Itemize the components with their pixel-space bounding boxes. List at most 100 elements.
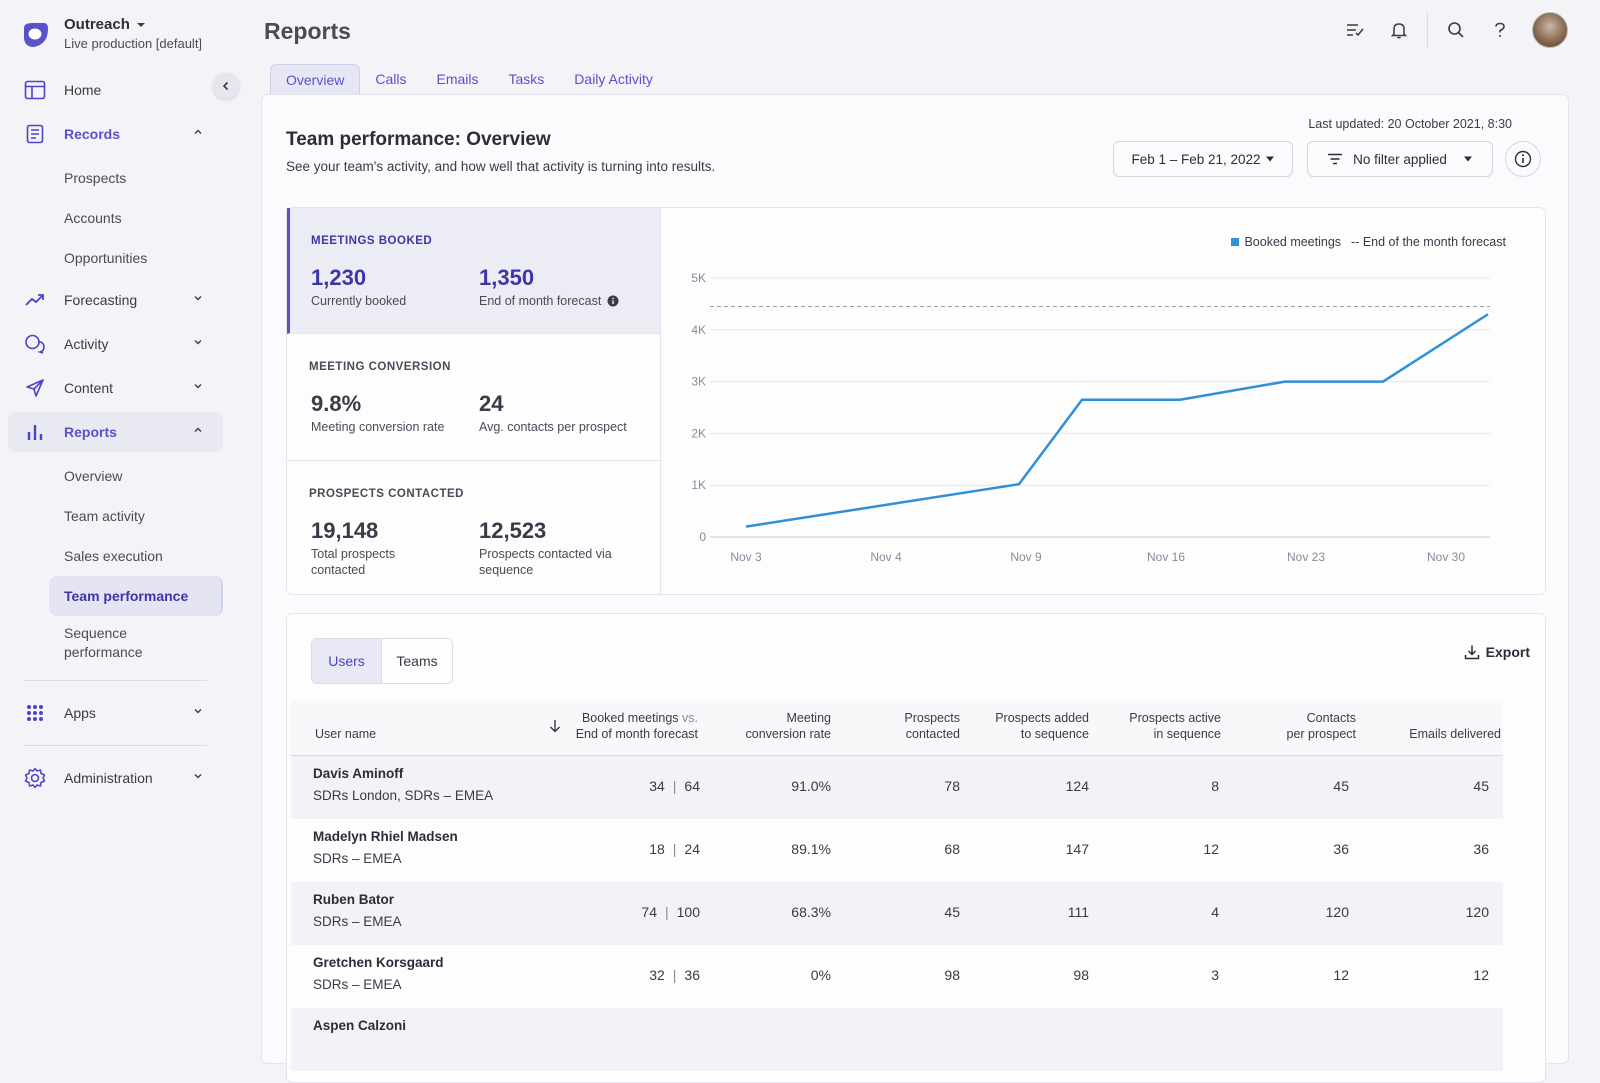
nav-activity[interactable]: Activity — [8, 324, 223, 364]
nav-sales-execution[interactable]: Sales execution — [64, 548, 163, 564]
line-chart: 0 1K 2K 3K 4K 5K Nov 3 Nov 4 Nov 9 Nov 16 Nov 23 No… — [691, 271, 1490, 564]
col-contacts-per-prospect[interactable]: Contacts per prospect — [1287, 710, 1356, 742]
nav-reports-overview[interactable]: Overview — [64, 468, 123, 484]
page-title: Reports — [264, 18, 351, 44]
y-tick-label: 1K — [691, 478, 706, 492]
user-team: SDRs – EMEA — [313, 914, 402, 929]
metric-meeting-conversion[interactable]: MEETING CONVERSION 9.8% Meeting conversi… — [287, 334, 661, 461]
metric-label: Prospects contacted via sequence — [479, 547, 612, 577]
col-user-name[interactable]: User name — [315, 727, 377, 741]
export-label: Export — [1485, 644, 1530, 660]
prospects-active-value: 12 — [1203, 841, 1219, 857]
users-table-card: Users Teams Export User name Booked meet… — [286, 613, 1546, 1083]
date-range-picker[interactable]: Feb 1 – Feb 21, 2022 — [1113, 141, 1293, 177]
col-meeting-conversion[interactable]: Meeting conversion rate — [746, 710, 831, 742]
x-tick-label: Nov 9 — [1010, 550, 1042, 564]
prospects-contacted-value: 68 — [944, 841, 960, 857]
filter-dropdown[interactable]: No filter applied — [1307, 141, 1493, 177]
user-name[interactable]: Madelyn Rhiel Madsen — [313, 829, 458, 844]
task-list-button[interactable] — [1333, 12, 1377, 48]
workspace-switcher[interactable]: Outreach Live production [default] — [20, 16, 202, 51]
booked-value: 18 — [649, 841, 665, 857]
caret-down-icon — [1265, 156, 1274, 162]
paper-plane-icon — [24, 377, 46, 399]
tab-tasks[interactable]: Tasks — [508, 71, 545, 87]
forecast-value: 36 — [684, 967, 700, 983]
tab-overview[interactable]: Overview — [270, 64, 361, 94]
user-name[interactable]: Gretchen Korsgaard — [313, 955, 444, 970]
col-prospects-active[interactable]: Prospects active in sequence — [1129, 710, 1221, 742]
col-prospects-contacted[interactable]: Prospects contacted — [904, 710, 960, 742]
table-row[interactable]: Aspen Calzoni — [291, 1008, 1503, 1071]
nav-opportunities[interactable]: Opportunities — [64, 250, 148, 266]
chevron-down-icon — [194, 340, 202, 345]
nav-team-activity[interactable]: Team activity — [64, 508, 145, 524]
segment-teams[interactable]: Teams — [382, 639, 452, 683]
legend-swatch — [1231, 238, 1240, 246]
prospects-active-value: 4 — [1211, 904, 1219, 920]
question-mark-icon — [1495, 22, 1505, 37]
chevron-up-icon — [194, 129, 202, 134]
chevron-down-icon — [194, 709, 202, 714]
sort-down-arrow-icon[interactable] — [549, 719, 561, 733]
layout-icon — [24, 79, 46, 101]
tab-emails[interactable]: Emails — [436, 71, 479, 87]
metric-prospects-contacted[interactable]: PROSPECTS CONTACTED 19,148 Total prospec… — [287, 461, 661, 596]
meeting-conversion-value: 68.3% — [791, 904, 831, 920]
caret-down-icon — [136, 22, 145, 27]
nav-home[interactable]: Home — [8, 70, 223, 110]
collapse-sidebar-button[interactable] — [213, 73, 239, 99]
table-row[interactable]: Ruben Bator SDRs – EMEA 74 | 100 68.3% 45 111 4 1… — [291, 882, 1503, 945]
toolbar-separator — [1427, 12, 1428, 48]
prospects-added-value: 147 — [1065, 841, 1089, 857]
forecast-value: 64 — [684, 778, 700, 794]
info-button[interactable] — [1505, 141, 1541, 177]
metric-value: 9.8% — [311, 391, 362, 416]
booked-value: 74 — [641, 904, 657, 920]
tab-calls[interactable]: Calls — [375, 71, 407, 87]
info-filled-icon[interactable] — [607, 295, 619, 307]
metric-col: 12,523 Prospects contacted via sequence — [479, 518, 619, 578]
notifications-button[interactable] — [1377, 12, 1421, 48]
col-emails-delivered[interactable]: Emails delivered — [1409, 727, 1501, 741]
col-booked-meetings[interactable]: Booked meetings vs. End of month forecas… — [558, 710, 698, 742]
table-row[interactable]: Davis Aminoff SDRs London, SDRs – EMEA 34 |… — [291, 756, 1503, 819]
nav-prospects[interactable]: Prospects — [64, 170, 127, 186]
booked-meetings-chart: Booked meetings -- End of the month fore… — [662, 208, 1546, 596]
nav-content[interactable]: Content — [8, 368, 223, 408]
metric-meetings-booked[interactable]: MEETINGS BOOKED 1,230 Currently booked 1… — [287, 208, 661, 334]
search-button[interactable] — [1434, 12, 1478, 48]
metric-col: 1,350 End of month forecast — [479, 265, 619, 309]
table-row[interactable]: Madelyn Rhiel Madsen SDRs – EMEA 18 | 24 89.1… — [291, 819, 1503, 882]
nav-records[interactable]: Records — [8, 114, 223, 154]
table-row[interactable]: Gretchen Korsgaard SDRs – EMEA 32 | 36 0% 98 98… — [291, 945, 1503, 1008]
prospects-added-value: 111 — [1067, 904, 1089, 920]
booked-value: 34 — [649, 778, 665, 794]
nav-reports-label: Reports — [64, 424, 117, 440]
meeting-conversion-value: 91.0% — [791, 778, 831, 794]
pipe-separator: | — [672, 778, 677, 794]
y-tick-label: 0 — [699, 530, 706, 544]
user-name[interactable]: Ruben Bator — [313, 892, 394, 907]
nav-sequence-performance[interactable]: Sequence performance — [64, 625, 143, 660]
export-button[interactable]: Export — [1464, 644, 1530, 660]
metric-value: 12,523 — [479, 518, 547, 543]
tab-daily-activity[interactable]: Daily Activity — [574, 71, 653, 87]
segment-users[interactable]: Users — [312, 639, 382, 683]
user-name[interactable]: Aspen Calzoni — [313, 1018, 407, 1033]
col-prospects-added[interactable]: Prospects added to sequence — [995, 710, 1089, 742]
help-button[interactable] — [1478, 12, 1522, 48]
sidebar: Outreach Live production [default] Home … — [0, 0, 240, 1051]
table-header: User name Booked meetings vs. End of mon… — [291, 700, 1503, 756]
nav-reports[interactable]: Reports — [8, 412, 223, 452]
user-avatar[interactable] — [1532, 12, 1568, 48]
user-name[interactable]: Davis Aminoff — [313, 766, 404, 781]
info-icon — [1514, 150, 1532, 168]
metric-label: Currently booked — [311, 294, 407, 308]
task-list-icon — [1347, 24, 1364, 37]
nav-apps[interactable]: Apps — [8, 693, 223, 733]
nav-forecasting[interactable]: Forecasting — [8, 280, 223, 320]
nav-team-performance[interactable]: Team performance — [49, 576, 223, 616]
nav-accounts[interactable]: Accounts — [64, 210, 122, 226]
nav-administration[interactable]: Administration — [8, 758, 223, 798]
